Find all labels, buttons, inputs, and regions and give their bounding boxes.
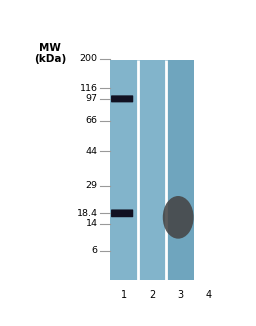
Text: 6: 6 [91,246,98,255]
Text: 200: 200 [79,54,98,63]
Text: 116: 116 [79,83,98,93]
Text: 66: 66 [86,116,98,126]
Bar [166,60,195,280]
Ellipse shape [163,196,194,239]
Bar [138,60,166,280]
Text: 44: 44 [86,147,98,156]
Text: 29: 29 [86,182,98,190]
Text: 1: 1 [121,289,127,300]
FancyBboxPatch shape [111,209,133,217]
Text: 18.4: 18.4 [77,209,98,218]
Bar [110,60,138,280]
Text: MW
(kDa): MW (kDa) [34,43,66,64]
Text: 4: 4 [205,289,211,300]
Text: 14: 14 [86,219,98,229]
Text: 3: 3 [177,289,184,300]
Bar [195,60,222,280]
Text: 97: 97 [86,94,98,103]
Text: 2: 2 [149,289,156,300]
FancyBboxPatch shape [111,95,133,102]
